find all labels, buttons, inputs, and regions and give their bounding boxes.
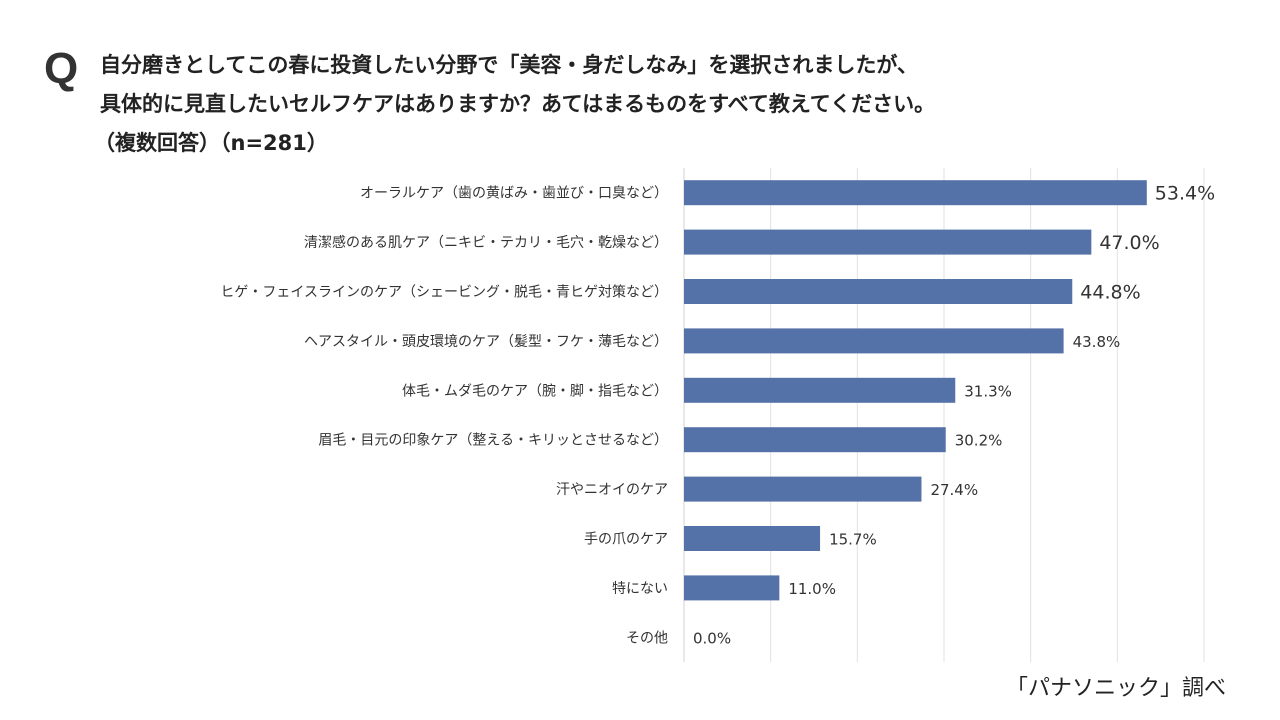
value-label: 44.8%	[1080, 282, 1140, 304]
bar	[684, 279, 1073, 304]
value-label: 53.4%	[1155, 183, 1215, 205]
category-label: 手の爪のケア	[584, 532, 668, 548]
question-line-3: （複数回答）（n=281）	[94, 131, 328, 155]
category-label: その他	[626, 630, 668, 646]
bar	[684, 526, 821, 551]
category-label: オーラルケア（歯の黄ばみ・歯並び・口臭など）	[360, 185, 668, 202]
value-label: 11.0%	[788, 580, 836, 598]
category-label: ヒゲ・フェイスラインのケア（シェービング・脱毛・青ヒゲ対策など）	[220, 284, 668, 301]
bar	[684, 180, 1147, 206]
category-label: 体毛・ムダ毛のケア（腕・脚・指毛など）	[402, 383, 668, 399]
question-line-1: 自分磨きとしてこの春に投資したい分野で「美容・身だしなみ」を選択されましたが、	[100, 53, 918, 77]
category-label: ヘアスタイル・頭皮環境のケア（髪型・フケ・薄毛など）	[304, 334, 668, 350]
value-label: 31.3%	[964, 382, 1012, 400]
value-label: 15.7%	[829, 531, 877, 549]
bar	[684, 575, 780, 601]
question-title: 自分磨きとしてこの春に投資したい分野で「美容・身だしなみ」を選択されましたが、 …	[94, 46, 936, 163]
value-label: 47.0%	[1099, 232, 1159, 254]
bar	[684, 328, 1064, 354]
bar	[684, 377, 956, 403]
question-line-2: 具体的に見直したいセルフケアはありますか？あてはまるものをすべて教えてください。	[100, 92, 936, 116]
value-label: 0.0%	[693, 629, 731, 647]
value-label: 43.8%	[1073, 333, 1121, 351]
question-mark: Q	[44, 44, 79, 93]
bar	[684, 427, 946, 453]
value-label: 30.2%	[955, 432, 1003, 450]
bar	[684, 229, 1092, 255]
category-label: 清潔感のある肌ケア（ニキビ・テカリ・毛穴・乾燥など）	[304, 234, 668, 251]
value-label: 27.4%	[930, 481, 978, 499]
category-label: 眉毛・目元の印象ケア（整える・キリッとさせるなど）	[318, 433, 668, 449]
category-label: 汗やニオイのケア	[556, 482, 668, 498]
source-note: 「パナソニック」調べ	[1005, 676, 1226, 701]
category-label: 特にない	[612, 581, 668, 597]
bar	[684, 476, 922, 502]
